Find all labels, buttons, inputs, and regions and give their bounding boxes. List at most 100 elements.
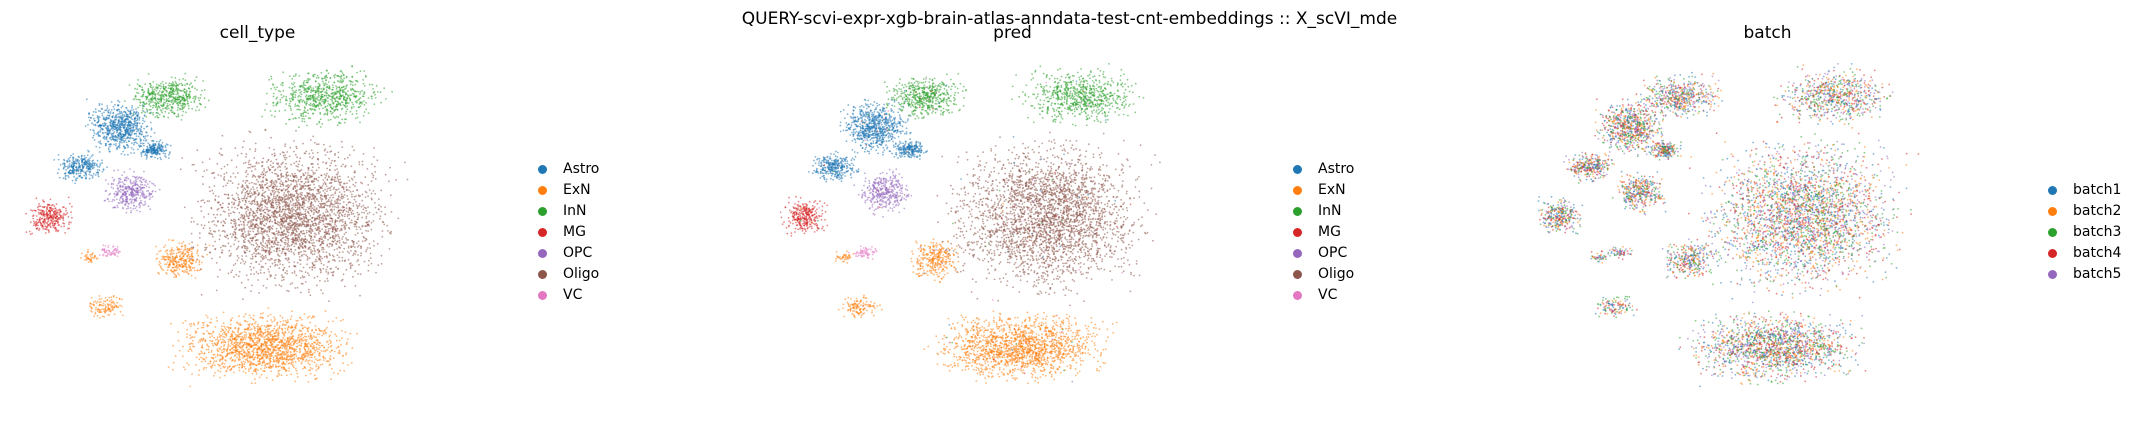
data-point xyxy=(233,331,236,334)
data-point xyxy=(368,83,371,86)
data-point xyxy=(244,372,247,374)
data-point xyxy=(150,127,153,130)
data-point xyxy=(269,110,272,112)
data-point xyxy=(240,340,243,343)
data-point xyxy=(53,224,56,227)
data-point xyxy=(184,368,186,371)
data-point xyxy=(205,348,208,351)
data-point xyxy=(307,360,309,362)
data-point xyxy=(101,127,104,130)
data-point xyxy=(145,125,148,128)
data-point xyxy=(152,101,154,103)
data-point xyxy=(105,309,107,311)
data-point xyxy=(103,136,105,139)
data-point xyxy=(94,162,96,165)
data-point xyxy=(260,373,263,376)
data-point xyxy=(268,357,271,360)
data-point xyxy=(95,257,98,260)
data-point xyxy=(362,115,365,117)
data-point xyxy=(236,348,239,351)
data-point xyxy=(317,92,320,95)
data-point xyxy=(200,94,202,96)
data-point xyxy=(228,329,231,331)
data-point xyxy=(286,374,288,377)
data-point xyxy=(266,345,269,347)
data-point xyxy=(108,143,110,146)
data-point xyxy=(312,99,315,102)
data-point xyxy=(145,98,148,101)
data-point xyxy=(264,331,267,333)
data-point xyxy=(188,269,191,272)
data-point xyxy=(104,297,107,299)
data-point xyxy=(355,112,358,115)
data-point xyxy=(97,133,100,136)
data-point xyxy=(228,365,231,368)
data-point xyxy=(333,81,336,84)
data-point xyxy=(172,102,175,105)
data-point xyxy=(71,216,73,219)
data-point xyxy=(261,361,264,364)
data-point xyxy=(227,338,230,341)
data-point xyxy=(77,155,80,158)
data-point xyxy=(216,353,219,356)
data-point xyxy=(341,107,344,110)
data-point xyxy=(60,215,62,217)
data-point xyxy=(57,154,60,156)
data-point xyxy=(291,335,294,338)
data-point xyxy=(339,369,342,372)
data-point xyxy=(330,330,333,333)
data-point xyxy=(72,170,74,173)
data-point xyxy=(223,325,226,328)
data-point xyxy=(276,353,279,356)
data-point xyxy=(127,129,130,132)
data-point xyxy=(97,141,100,144)
data-point xyxy=(148,144,151,146)
data-point xyxy=(239,322,241,325)
data-point xyxy=(176,90,179,92)
data-point xyxy=(270,77,273,80)
data-point xyxy=(133,170,135,173)
data-point xyxy=(88,168,91,170)
data-point xyxy=(298,339,301,342)
data-point xyxy=(275,349,278,352)
data-point xyxy=(56,222,59,224)
data-point xyxy=(125,128,127,131)
data-point xyxy=(127,146,129,149)
data-point xyxy=(288,370,290,372)
data-point xyxy=(258,341,261,343)
data-point xyxy=(112,132,115,135)
data-point xyxy=(125,141,128,144)
data-point xyxy=(229,357,232,360)
data-point xyxy=(300,344,302,347)
data-point xyxy=(303,366,306,369)
data-point xyxy=(283,357,286,359)
data-point xyxy=(295,355,298,357)
data-point xyxy=(318,341,321,344)
data-point xyxy=(224,331,226,333)
data-point xyxy=(214,326,217,328)
data-point xyxy=(272,101,275,104)
data-point xyxy=(129,111,132,114)
data-point xyxy=(130,121,133,124)
data-point xyxy=(89,166,92,169)
data-point xyxy=(126,176,128,178)
data-point xyxy=(81,165,84,167)
data-point xyxy=(252,344,255,347)
data-point xyxy=(170,83,173,85)
data-point xyxy=(112,198,114,201)
data-point xyxy=(262,333,265,336)
data-point xyxy=(283,368,286,371)
data-point xyxy=(250,332,253,335)
data-point xyxy=(356,100,359,102)
data-point xyxy=(238,354,241,357)
data-point xyxy=(310,351,313,354)
data-point xyxy=(174,89,177,92)
data-point xyxy=(187,249,189,252)
data-point xyxy=(88,173,91,176)
data-point xyxy=(198,261,201,264)
data-point xyxy=(207,362,210,365)
data-point xyxy=(309,363,311,366)
data-point xyxy=(202,326,205,329)
data-point xyxy=(196,252,199,255)
data-point xyxy=(159,139,162,142)
